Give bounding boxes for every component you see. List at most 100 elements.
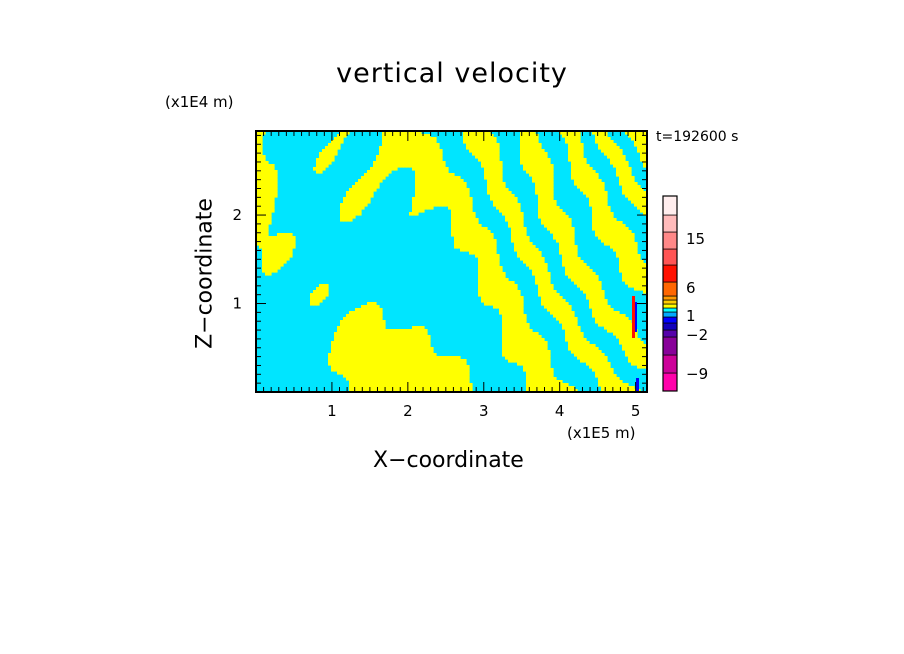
field-cell	[586, 275, 590, 279]
field-cell	[499, 188, 503, 192]
field-cell	[508, 356, 512, 360]
field-cell	[508, 323, 512, 327]
field-cell	[550, 176, 554, 180]
field-cell	[637, 206, 641, 210]
field-cell	[370, 389, 374, 392]
field-cell	[265, 164, 269, 168]
field-cell	[580, 173, 584, 177]
field-cell	[499, 209, 503, 213]
field-cell	[565, 242, 569, 246]
field-cell	[286, 257, 290, 261]
field-cell	[538, 344, 542, 348]
field-cell	[418, 359, 422, 363]
field-cell	[439, 197, 443, 201]
field-cell	[595, 137, 599, 141]
field-cell	[556, 236, 560, 240]
field-cell	[406, 371, 410, 375]
field-cell	[340, 131, 344, 135]
field-cell	[319, 161, 323, 165]
field-cell	[463, 230, 467, 234]
field-cell	[373, 338, 377, 342]
field-cell	[358, 383, 362, 387]
field-cell	[262, 182, 266, 186]
field-cell	[367, 341, 371, 345]
field-cell	[361, 185, 365, 189]
field-cell	[373, 326, 377, 330]
field-cell	[451, 377, 455, 381]
field-cell	[457, 221, 461, 225]
field-cell	[553, 200, 557, 204]
field-cell	[496, 287, 500, 291]
field-cell	[547, 179, 551, 183]
field-cell	[388, 389, 392, 392]
field-cell	[643, 362, 647, 366]
field-cell	[316, 290, 320, 294]
field-cell	[430, 203, 434, 207]
field-cell	[493, 299, 497, 303]
field-cell	[535, 377, 539, 381]
field-cell	[502, 347, 506, 351]
field-cell	[394, 386, 398, 390]
field-cell	[265, 227, 269, 231]
field-cell	[451, 212, 455, 216]
field-cell	[628, 359, 632, 363]
field-cell	[430, 158, 434, 162]
field-cell	[562, 317, 566, 321]
field-cell	[274, 251, 278, 255]
field-cell	[463, 218, 467, 222]
field-cell	[577, 146, 581, 150]
field-cell	[436, 182, 440, 186]
field-cell	[592, 311, 596, 315]
field-cell	[553, 380, 557, 384]
field-cell	[481, 149, 485, 153]
field-cell	[268, 170, 272, 174]
field-cell	[382, 131, 386, 135]
field-cell	[598, 212, 602, 216]
field-cell	[424, 365, 428, 369]
field-cell	[418, 365, 422, 369]
field-cell	[511, 284, 515, 288]
field-cell	[343, 359, 347, 363]
field-cell	[274, 185, 278, 189]
field-cell	[517, 329, 521, 333]
field-cell	[352, 215, 356, 219]
field-cell	[544, 284, 548, 288]
field-cell	[385, 140, 389, 144]
field-cell	[466, 239, 470, 243]
field-cell	[367, 377, 371, 381]
field-cell	[538, 173, 542, 177]
field-cell	[577, 137, 581, 141]
field-cell	[340, 347, 344, 351]
field-cell	[541, 350, 545, 354]
field-cell	[355, 326, 359, 330]
field-cell	[586, 188, 590, 192]
field-cell	[412, 341, 416, 345]
field-cell	[397, 386, 401, 390]
field-cell	[538, 284, 542, 288]
field-cell	[439, 158, 443, 162]
field-cell	[481, 272, 485, 276]
field-cell	[265, 179, 269, 183]
field-cell	[541, 374, 545, 378]
field-cell	[571, 278, 575, 282]
field-cell	[256, 188, 260, 192]
field-cell	[415, 365, 419, 369]
field-cell	[493, 143, 497, 147]
field-cell	[517, 209, 521, 213]
field-cell	[535, 179, 539, 183]
field-cell	[262, 248, 266, 252]
field-cell	[373, 380, 377, 384]
field-cell	[382, 335, 386, 339]
field-cell	[484, 239, 488, 243]
field-cell	[445, 167, 449, 171]
field-cell	[637, 134, 641, 138]
field-cell	[460, 227, 464, 231]
field-cell	[640, 158, 644, 162]
field-cell	[481, 245, 485, 249]
field-cell	[616, 173, 620, 177]
field-cell	[571, 335, 575, 339]
field-cell	[346, 203, 350, 207]
field-cell	[571, 260, 575, 264]
field-cell	[277, 260, 281, 264]
field-cell	[361, 188, 365, 192]
